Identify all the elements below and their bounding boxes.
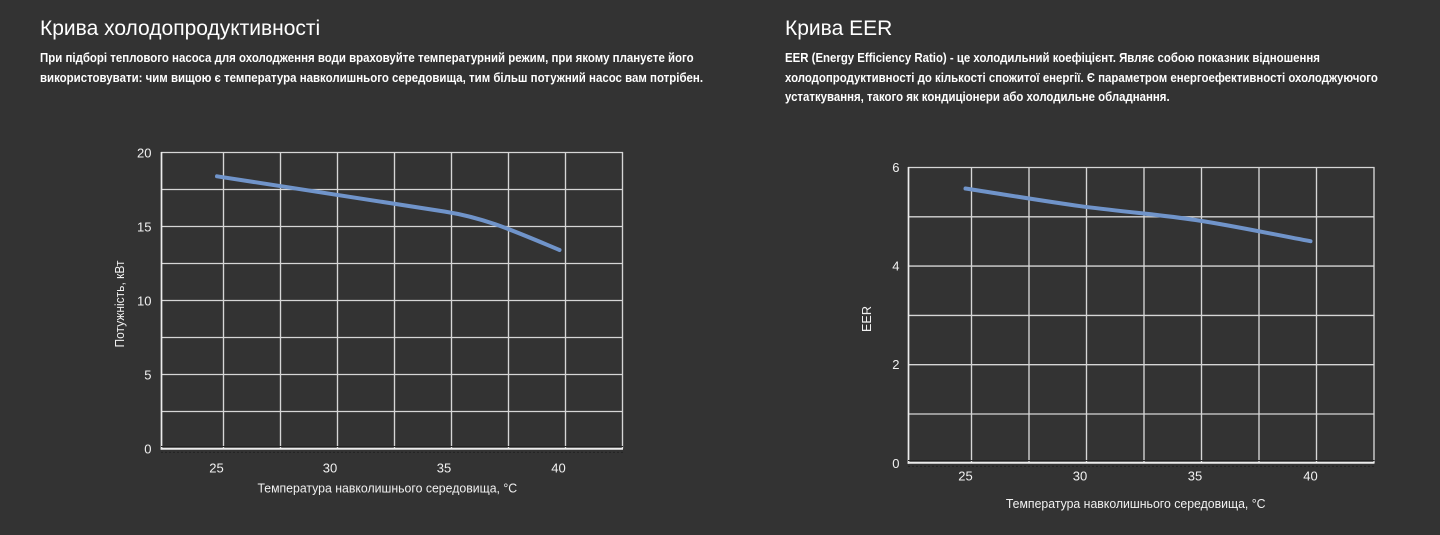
svg-text:35: 35: [1188, 469, 1202, 484]
svg-text:15: 15: [137, 219, 151, 234]
svg-text:0: 0: [892, 456, 899, 471]
svg-text:40: 40: [1303, 469, 1317, 484]
svg-text:30: 30: [1073, 469, 1087, 484]
svg-text:30: 30: [323, 461, 337, 476]
svg-text:25: 25: [958, 469, 972, 484]
svg-text:10: 10: [137, 293, 151, 308]
svg-text:EER: EER: [859, 306, 874, 332]
svg-text:Температура навколишнього сере: Температура навколишнього середовища, °C: [1006, 496, 1266, 511]
svg-text:20: 20: [137, 145, 151, 160]
svg-text:25: 25: [209, 461, 223, 476]
svg-text:35: 35: [437, 461, 451, 476]
svg-text:5: 5: [144, 367, 151, 382]
svg-text:2: 2: [892, 357, 899, 372]
svg-text:Температура навколишнього сере: Температура навколишнього середовища, °C: [257, 481, 517, 496]
svg-text:40: 40: [551, 461, 565, 476]
svg-text:Потужність, кВт: Потужність, кВт: [112, 260, 127, 347]
svg-text:6: 6: [892, 160, 899, 175]
svg-text:0: 0: [144, 441, 151, 456]
svg-text:4: 4: [892, 259, 899, 274]
